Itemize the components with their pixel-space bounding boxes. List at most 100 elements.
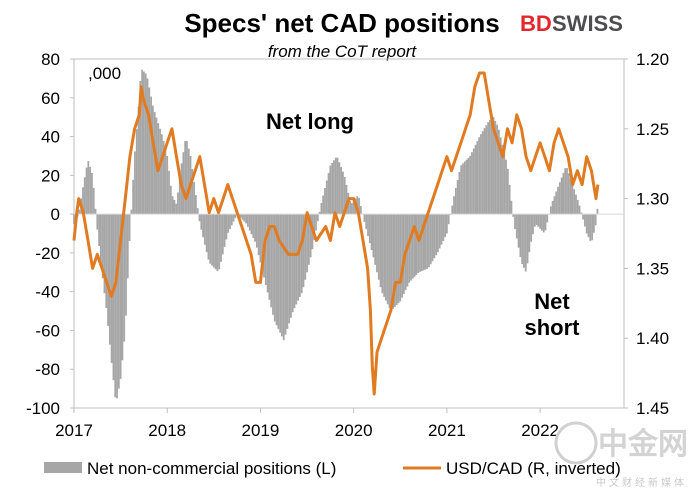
- bar: [135, 129, 138, 215]
- bar: [160, 134, 163, 215]
- bar: [270, 214, 273, 308]
- bar: [89, 166, 92, 215]
- bar: [151, 105, 154, 215]
- bar: [302, 214, 305, 288]
- bar: [440, 214, 443, 245]
- bar: [489, 120, 491, 215]
- bar: [110, 214, 113, 363]
- bar: [582, 214, 585, 220]
- left-axis-ticks: 80 60 40 20 0 -20 -40 -60 -80 -100: [26, 50, 74, 418]
- bar: [96, 214, 99, 230]
- bar: [408, 214, 411, 283]
- bar: [381, 214, 384, 294]
- bar: [300, 214, 303, 294]
- bar: [589, 214, 592, 241]
- usdcad-line: [72, 71, 600, 396]
- bar: [397, 214, 400, 304]
- bar: [515, 214, 518, 239]
- bar: [386, 214, 389, 305]
- bar: [148, 87, 151, 215]
- bar: [585, 214, 588, 234]
- bar: [435, 214, 438, 256]
- bar: [584, 214, 586, 227]
- bar: [469, 155, 472, 215]
- bar: [417, 214, 420, 274]
- bar: [388, 214, 391, 309]
- bar: [218, 214, 221, 270]
- bar: [318, 211, 321, 215]
- bar: [521, 214, 524, 265]
- bar: [497, 129, 500, 215]
- bar: [451, 205, 454, 215]
- x-tick-label: 2018: [148, 421, 186, 440]
- bar: [349, 200, 351, 215]
- bar: [383, 214, 386, 297]
- bar: [98, 214, 100, 247]
- bar: [537, 214, 540, 227]
- bar: [566, 167, 568, 215]
- chart-title: Specs' net CAD positions: [184, 8, 499, 38]
- bar: [177, 192, 179, 215]
- bar: [168, 170, 170, 215]
- bar: [331, 162, 334, 215]
- bar: [571, 183, 574, 215]
- bar: [121, 214, 124, 361]
- bar: [99, 214, 102, 263]
- right-tick-label: 1.35: [636, 259, 669, 278]
- bar: [239, 214, 242, 218]
- bar: [254, 214, 256, 242]
- bar: [141, 69, 144, 215]
- bar: [173, 199, 176, 215]
- left-tick-label: -100: [26, 399, 60, 418]
- bar: [178, 177, 181, 215]
- right-tick-label: 1.30: [636, 190, 669, 209]
- left-tick-label: -20: [35, 244, 60, 263]
- bar: [463, 161, 466, 215]
- bar: [411, 214, 414, 279]
- bar: [564, 168, 567, 215]
- bar: [433, 214, 436, 259]
- x-tick-label: 2020: [335, 421, 373, 440]
- legend-bar-label: Net non-commercial positions (L): [87, 459, 336, 478]
- bar: [297, 214, 299, 301]
- bar: [73, 214, 75, 224]
- bar: [169, 185, 172, 215]
- bar: [272, 214, 274, 315]
- bar: [78, 209, 81, 215]
- bar: [143, 71, 145, 215]
- left-tick-label: 20: [41, 166, 60, 185]
- brand-name-right: SWISS: [552, 11, 623, 36]
- bar: [234, 214, 237, 218]
- left-tick-label: 40: [41, 128, 60, 147]
- bar: [431, 214, 434, 262]
- bar: [139, 80, 142, 215]
- bar: [542, 214, 545, 233]
- bdswiss-logo: BD SWISS: [520, 11, 623, 36]
- bar: [241, 214, 244, 220]
- bar: [227, 214, 230, 233]
- bar: [212, 214, 215, 268]
- brand-name-left: BD: [520, 11, 552, 36]
- bar: [576, 199, 579, 215]
- bar: [447, 214, 450, 225]
- bar: [532, 214, 534, 235]
- bar: [573, 189, 576, 215]
- bar: [203, 214, 206, 245]
- watermark-main: 中金网: [598, 427, 688, 462]
- bar: [223, 214, 226, 247]
- bar: [316, 214, 319, 222]
- bar: [553, 196, 556, 215]
- bar: [191, 168, 194, 215]
- bar: [503, 152, 506, 215]
- bar: [514, 214, 516, 230]
- bar: [508, 184, 511, 215]
- bar: [499, 137, 502, 215]
- bar: [492, 117, 495, 215]
- bar: [401, 214, 403, 298]
- bar: [273, 214, 276, 322]
- bar: [569, 178, 572, 215]
- bar: [343, 176, 346, 215]
- bar: [535, 214, 538, 225]
- bar: [243, 214, 246, 222]
- bar: [506, 168, 509, 215]
